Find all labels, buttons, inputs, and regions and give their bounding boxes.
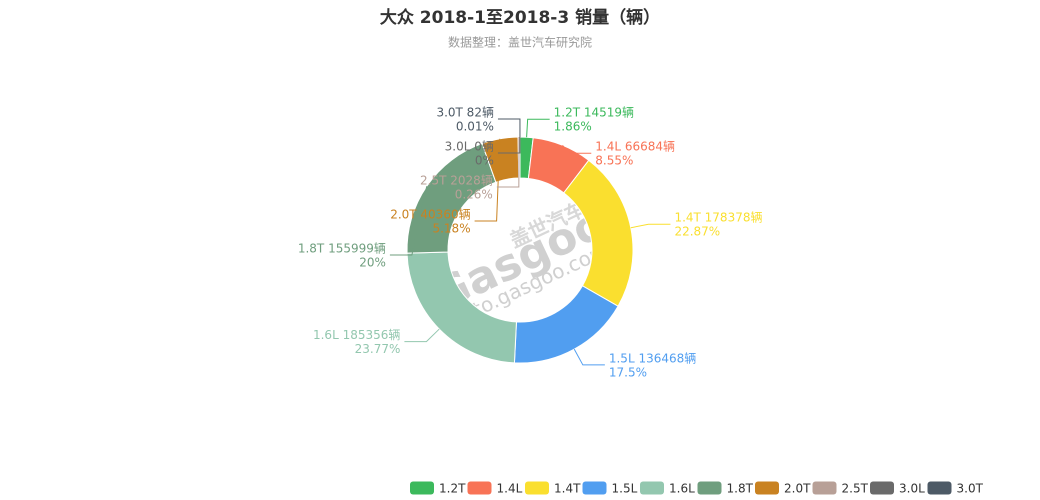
percent-label: 0.26% xyxy=(455,188,493,202)
label-line xyxy=(497,136,521,154)
legend-label: 1.4L xyxy=(497,482,523,496)
legend-label: 1.2T xyxy=(439,482,466,496)
legend-label: 1.8T xyxy=(727,482,754,496)
legend-swatch xyxy=(927,481,952,495)
percent-label: 0% xyxy=(475,154,494,168)
legend-swatch xyxy=(812,481,837,495)
legend-label: 3.0T xyxy=(957,482,984,496)
data-label: 2.0T 40360辆 xyxy=(390,208,470,222)
legend-swatch xyxy=(697,481,722,495)
percent-label: 17.5% xyxy=(609,365,647,379)
legend-label: 2.5T xyxy=(842,482,869,496)
data-label: 2.5T 2028辆 xyxy=(420,174,493,188)
legend-swatch xyxy=(467,481,492,495)
data-label: 1.6L 185356辆 xyxy=(313,328,400,342)
label-line xyxy=(630,223,671,229)
data-label: 1.4T 178378辆 xyxy=(674,211,762,225)
chart-title: 大众 2018-1至2018-3 销量（辆） xyxy=(380,7,660,28)
percent-label: 20% xyxy=(359,256,386,270)
label-line xyxy=(474,138,501,222)
legend-swatch xyxy=(582,481,607,495)
label-line xyxy=(389,186,428,256)
legend-swatch xyxy=(755,481,779,495)
percent-label: 22.87% xyxy=(674,225,720,239)
label-line xyxy=(526,118,550,138)
label-line xyxy=(497,118,521,138)
label-line xyxy=(496,137,520,188)
percent-label: 8.55% xyxy=(595,154,633,168)
chart-subtitle: 数据整理：盖世汽车研究院 xyxy=(448,35,592,50)
legend-swatch xyxy=(640,481,664,495)
label-line xyxy=(404,328,440,343)
data-label: 1.8T 155999辆 xyxy=(298,242,386,256)
data-label: 1.5L 136468辆 xyxy=(609,351,696,365)
legend-swatch xyxy=(525,481,549,495)
data-label: 1.4L 66684辆 xyxy=(595,140,675,154)
legend-label: 1.4T xyxy=(554,482,581,496)
data-label: 1.2T 14519辆 xyxy=(554,106,634,120)
legend-label: 1.6L xyxy=(669,482,695,496)
legend-swatch xyxy=(870,481,894,495)
legend-label: 3.0L xyxy=(899,482,925,496)
percent-label: 0.01% xyxy=(456,120,494,134)
label-line xyxy=(573,348,605,366)
legend-label: 2.0T xyxy=(784,482,811,496)
label-line xyxy=(562,144,592,154)
percent-label: 5.18% xyxy=(432,222,470,236)
data-label: 3.0T 82辆 xyxy=(436,106,494,120)
data-label: 3.0L 0辆 xyxy=(445,140,494,154)
percent-label: 1.86% xyxy=(554,120,592,134)
percent-label: 23.77% xyxy=(355,342,401,356)
legend-label: 1.5L xyxy=(612,482,638,496)
legend-swatch xyxy=(410,481,434,495)
